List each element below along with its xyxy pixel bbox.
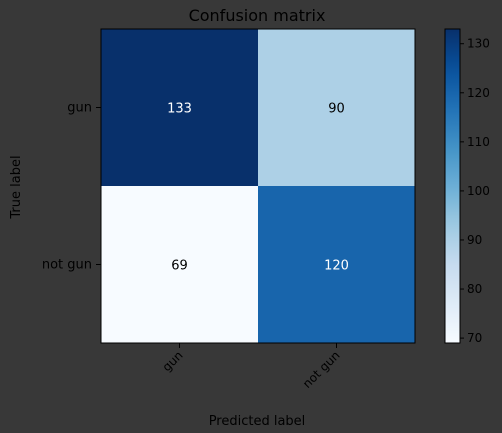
heatmap-cell bbox=[101, 186, 258, 343]
colorbar-gradient bbox=[444, 28, 461, 344]
heatmap-cells: 133 90 69 120 bbox=[100, 28, 416, 344]
x-tick-label: gun bbox=[160, 348, 186, 374]
colorbar: 70 80 90 100 110 120 130 bbox=[444, 28, 490, 345]
cell-value-label: 120 bbox=[324, 259, 349, 274]
cell-value-label: 133 bbox=[167, 102, 192, 117]
cell-value-label: 90 bbox=[328, 102, 345, 117]
y-axis-label: True label bbox=[9, 155, 24, 219]
x-axis-ticks: gun not gun bbox=[160, 343, 343, 391]
colorbar-tick-label: 70 bbox=[467, 331, 482, 345]
heatmap-cell bbox=[258, 29, 415, 186]
colorbar-tick-label: 120 bbox=[467, 86, 490, 100]
cell-value-label: 69 bbox=[171, 259, 188, 274]
colorbar-tick-label: 110 bbox=[467, 135, 490, 149]
heatmap-cell bbox=[101, 29, 258, 186]
heatmap-cell bbox=[258, 186, 415, 343]
x-tick-label: not gun bbox=[300, 348, 343, 391]
x-axis-label: Predicted label bbox=[209, 414, 306, 429]
y-tick-label: gun bbox=[67, 101, 92, 116]
y-axis-ticks: gun not gun bbox=[42, 101, 101, 273]
colorbar-tick-label: 130 bbox=[467, 37, 490, 51]
plot-frame bbox=[100, 28, 416, 344]
colorbar-tick-label: 80 bbox=[467, 282, 482, 296]
y-tick-label: not gun bbox=[42, 258, 92, 273]
colorbar-tick-label: 90 bbox=[467, 233, 482, 247]
colorbar-tick-label: 100 bbox=[467, 184, 490, 198]
chart-title: Confusion matrix bbox=[189, 6, 326, 25]
